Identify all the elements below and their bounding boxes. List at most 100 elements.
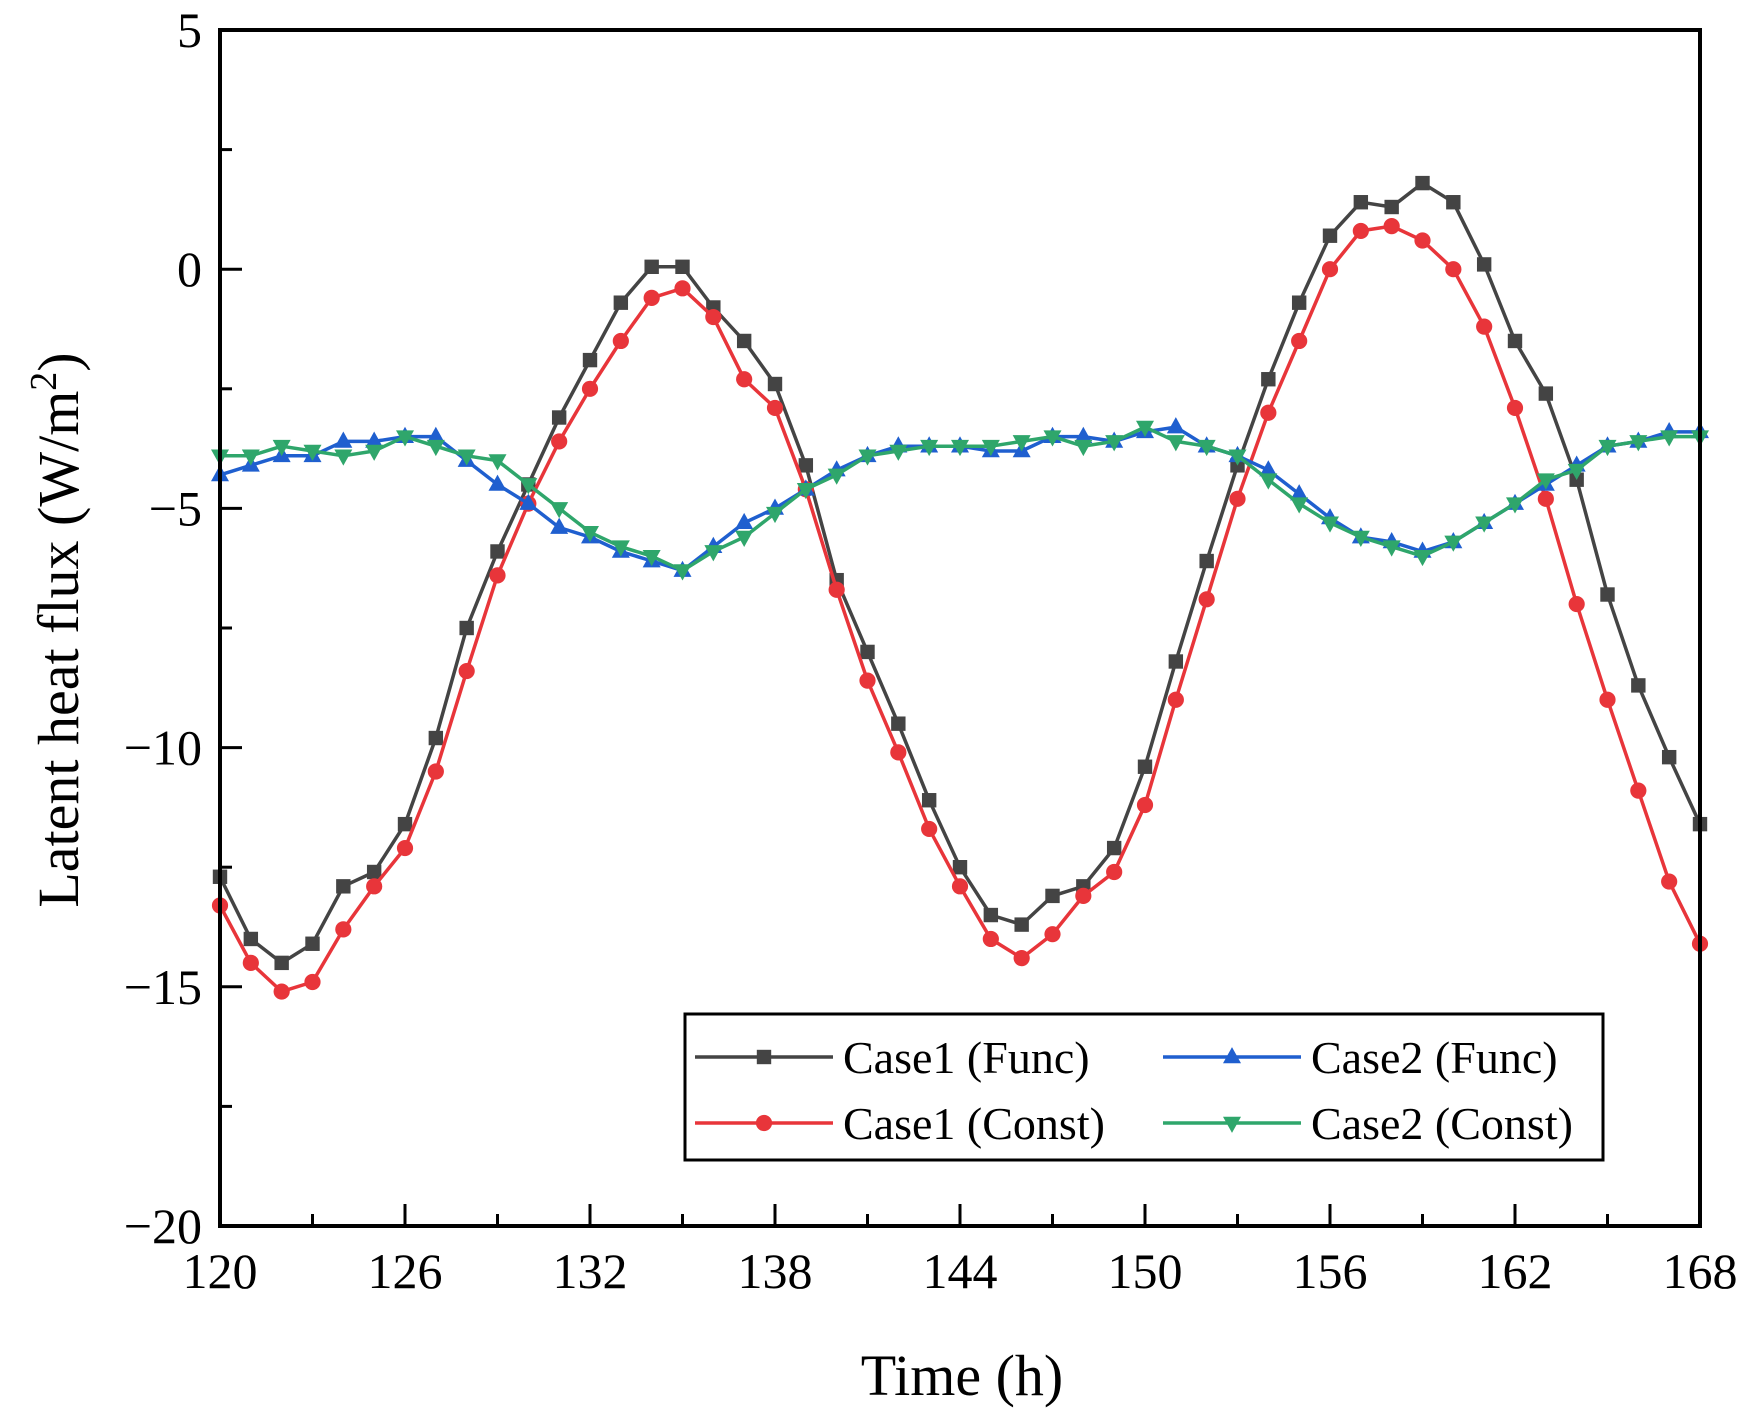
data-point [766,399,784,417]
data-point [1506,399,1524,417]
data-point [1228,449,1247,466]
series-line-1 [218,181,1702,965]
x-tick-label: 126 [368,1243,443,1299]
data-point [981,439,1000,457]
data-point [859,672,876,689]
data-point [1260,404,1277,421]
data-point [1382,540,1401,557]
data-point [643,289,660,307]
data-point [921,820,938,838]
x-tick-label: 144 [923,1243,998,1299]
data-point [1322,228,1338,243]
data-point [582,352,598,368]
y-axis-title-close: ) [26,352,91,371]
data-point [1507,333,1523,349]
data-point [1168,654,1184,669]
data-point [305,936,320,951]
data-point [1013,949,1030,967]
y-tick-label: −5 [149,480,202,536]
legend: Case1 (Func) Case2 (Func) Case1 (Const) Cas… [683,1012,1605,1162]
data-point [1600,587,1615,602]
data-point [1137,759,1153,774]
data-point [336,879,351,894]
data-point [735,530,754,548]
data-point [1291,295,1307,310]
data-point [426,426,445,443]
data-point [488,474,507,491]
data-point [1661,749,1677,765]
data-point [951,439,969,457]
x-tick-label: 168 [1663,1243,1738,1299]
data-point [1199,553,1214,569]
legend-item-3: Case2 (Func) [1163,1032,1558,1083]
data-point [1259,473,1278,490]
data-point [889,444,908,461]
x-tick-label: 138 [738,1243,813,1299]
data-point [1045,888,1060,904]
data-point [241,449,260,466]
series-4 [211,420,1709,581]
data-point [396,430,414,447]
data-point [426,439,445,457]
data-point [335,921,352,938]
data-point [490,544,505,559]
data-point [1384,199,1399,215]
data-point [396,839,414,857]
data-point [1476,257,1492,272]
axes-layer: 120 126 132 138 144 150 156 162 168 5 0 −5 −10 −15 −20 [124,2,1738,1299]
data-point [952,860,968,875]
data-point [1043,430,1062,447]
data-point [736,333,752,349]
data-point [1291,332,1308,350]
data-point [704,545,723,562]
data-point [1229,490,1246,507]
data-point [1136,796,1154,814]
data-point [1259,460,1278,477]
data-point [551,410,567,425]
data-point [334,449,353,466]
legend-item-2: Case1 (Const) [695,1098,1105,1149]
data-point [1044,926,1061,943]
data-point [581,380,599,397]
data-point [458,662,475,680]
y-tick-label: −20 [124,1198,202,1254]
data-point [1475,516,1494,533]
data-point [1105,435,1124,452]
data-point [612,332,629,350]
data-point [705,308,722,326]
data-point [673,564,692,581]
data-point [891,716,906,731]
y-tick-label: 5 [177,2,202,58]
data-point [1661,873,1678,890]
y-axis-title-main: Latent heat flux (W/m [26,391,91,908]
data-point [983,907,999,923]
data-point [1106,863,1123,881]
y-tick-label: 0 [177,241,202,297]
data-point [519,478,538,495]
data-point [1537,490,1554,507]
x-tick-label: 156 [1293,1243,1368,1299]
legend-marker [756,1049,772,1065]
data-point [1074,439,1093,457]
legend-marker [755,1114,773,1132]
data-point [1629,435,1648,452]
data-point [858,449,877,466]
y-axis-title-superscript: 2 [23,372,65,391]
data-point [488,454,507,471]
data-point [1351,530,1370,548]
data-point [550,502,569,519]
data-point [1568,595,1585,613]
x-tick-label: 120 [183,1243,258,1299]
data-point [642,549,661,567]
data-point [427,763,444,780]
data-point [242,954,259,971]
data-point [1166,435,1185,452]
series-2 [211,218,1709,1000]
data-point [675,259,690,275]
data-point [766,506,784,524]
y-tick-label: −15 [124,959,202,1015]
data-point [397,816,413,832]
data-point [827,468,846,485]
data-point [796,482,815,500]
